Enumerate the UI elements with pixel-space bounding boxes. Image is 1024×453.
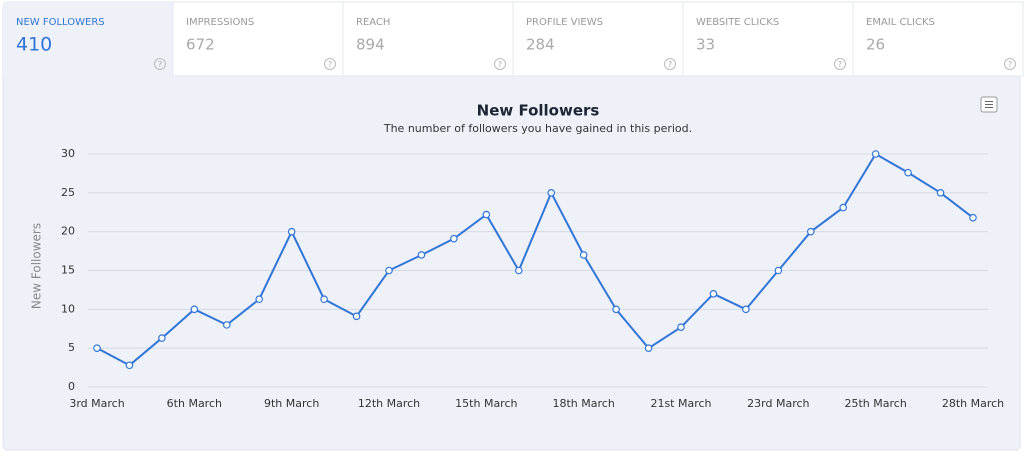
x-tick-label: 12th March bbox=[358, 397, 420, 410]
point bbox=[320, 295, 328, 304]
point bbox=[125, 361, 134, 370]
chart-title: New Followers bbox=[477, 102, 600, 120]
tab-label: EMAIL CLICKS bbox=[866, 17, 935, 28]
y-tick-label: 5 bbox=[68, 341, 75, 354]
tab-label: REACH bbox=[356, 17, 390, 28]
tab-label: WEBSITE CLICKS bbox=[696, 17, 779, 28]
point bbox=[417, 251, 426, 259]
point bbox=[385, 266, 393, 275]
point bbox=[839, 203, 848, 212]
help-icon-text: ? bbox=[158, 60, 162, 69]
menu-button[interactable] bbox=[980, 96, 998, 113]
y-tick-label: 0 bbox=[68, 380, 75, 393]
tab-background bbox=[342, 1, 514, 77]
metric-tab[interactable]: REACH 894? bbox=[342, 1, 514, 77]
tab-value: 284 bbox=[526, 36, 555, 54]
point bbox=[352, 312, 361, 321]
point bbox=[222, 321, 231, 329]
point bbox=[871, 150, 880, 158]
y-tick-label: 15 bbox=[61, 264, 75, 277]
point bbox=[709, 289, 718, 298]
y-tick-label: 30 bbox=[61, 147, 75, 160]
metric-tab[interactable]: EMAIL CLICKS 26? bbox=[852, 1, 1024, 77]
x-tick-label: 18th March bbox=[553, 397, 615, 410]
help-icon bbox=[324, 58, 336, 70]
tab-label: IMPRESSIONS bbox=[186, 17, 254, 28]
x-tick-label: 3rd March bbox=[69, 397, 124, 410]
tab-value: 894 bbox=[356, 36, 385, 54]
tab-value: 410 bbox=[16, 34, 52, 56]
point bbox=[450, 234, 458, 243]
point bbox=[677, 323, 685, 331]
point bbox=[612, 305, 620, 314]
x-tick-label: 28th March bbox=[942, 397, 1004, 410]
help-icon-text: ? bbox=[328, 60, 332, 69]
tab-background bbox=[512, 1, 684, 77]
point bbox=[547, 189, 556, 197]
x-tick-label: 23rd March bbox=[747, 397, 809, 410]
metric-tab[interactable]: WEBSITE CLICKS 33? bbox=[682, 1, 854, 77]
x-tick-label: 6th March bbox=[167, 397, 222, 410]
x-tick-label: 21st March bbox=[650, 397, 711, 410]
help-icon bbox=[834, 58, 846, 70]
x-tick-label: 9th March bbox=[264, 397, 319, 410]
tab-background bbox=[3, 2, 173, 76]
tab-background bbox=[172, 1, 344, 77]
point bbox=[806, 227, 815, 236]
help-icon-text: ? bbox=[498, 60, 502, 69]
x-tick-label: 25th March bbox=[845, 397, 907, 410]
point bbox=[93, 344, 101, 352]
tab-value: 672 bbox=[186, 36, 215, 54]
y-tick-label: 10 bbox=[61, 302, 75, 315]
tab-value: 26 bbox=[866, 36, 885, 54]
tab-label: NEW FOLLOWERS bbox=[16, 17, 105, 28]
y-tick-label: 20 bbox=[61, 225, 75, 238]
metric-tab[interactable]: PROFILE VIEWS 284? bbox=[512, 1, 684, 77]
help-icon-text: ? bbox=[668, 60, 672, 69]
point bbox=[190, 305, 199, 314]
y-axis-label: New Followers bbox=[30, 223, 44, 309]
metric-tab[interactable]: IMPRESSIONS 672? bbox=[172, 1, 344, 77]
tab-background bbox=[852, 1, 1024, 77]
point bbox=[158, 334, 166, 342]
help-icon bbox=[1004, 58, 1016, 70]
point bbox=[482, 210, 491, 219]
point bbox=[774, 266, 783, 275]
help-icon-text: ? bbox=[1008, 60, 1012, 69]
point bbox=[287, 227, 296, 236]
y-tick-label: 25 bbox=[61, 186, 75, 199]
point bbox=[969, 213, 977, 222]
point bbox=[514, 266, 523, 275]
metric-tab[interactable]: NEW FOLLOWERS 410? bbox=[3, 2, 173, 76]
point bbox=[255, 295, 264, 304]
help-icon-text: ? bbox=[838, 60, 842, 69]
point bbox=[742, 305, 750, 314]
chart-subtitle: The number of followers you have gained … bbox=[383, 122, 692, 135]
tab-value: 33 bbox=[696, 36, 715, 54]
x-tick-label: 15th March bbox=[455, 397, 517, 410]
help-icon bbox=[154, 58, 166, 70]
tab-background bbox=[682, 1, 854, 77]
point bbox=[936, 189, 945, 197]
point bbox=[579, 251, 588, 259]
line bbox=[96, 152, 974, 367]
point bbox=[904, 168, 912, 177]
help-icon bbox=[664, 58, 676, 70]
tab-label: PROFILE VIEWS bbox=[526, 17, 603, 28]
help-icon bbox=[494, 58, 506, 70]
point bbox=[644, 344, 653, 352]
